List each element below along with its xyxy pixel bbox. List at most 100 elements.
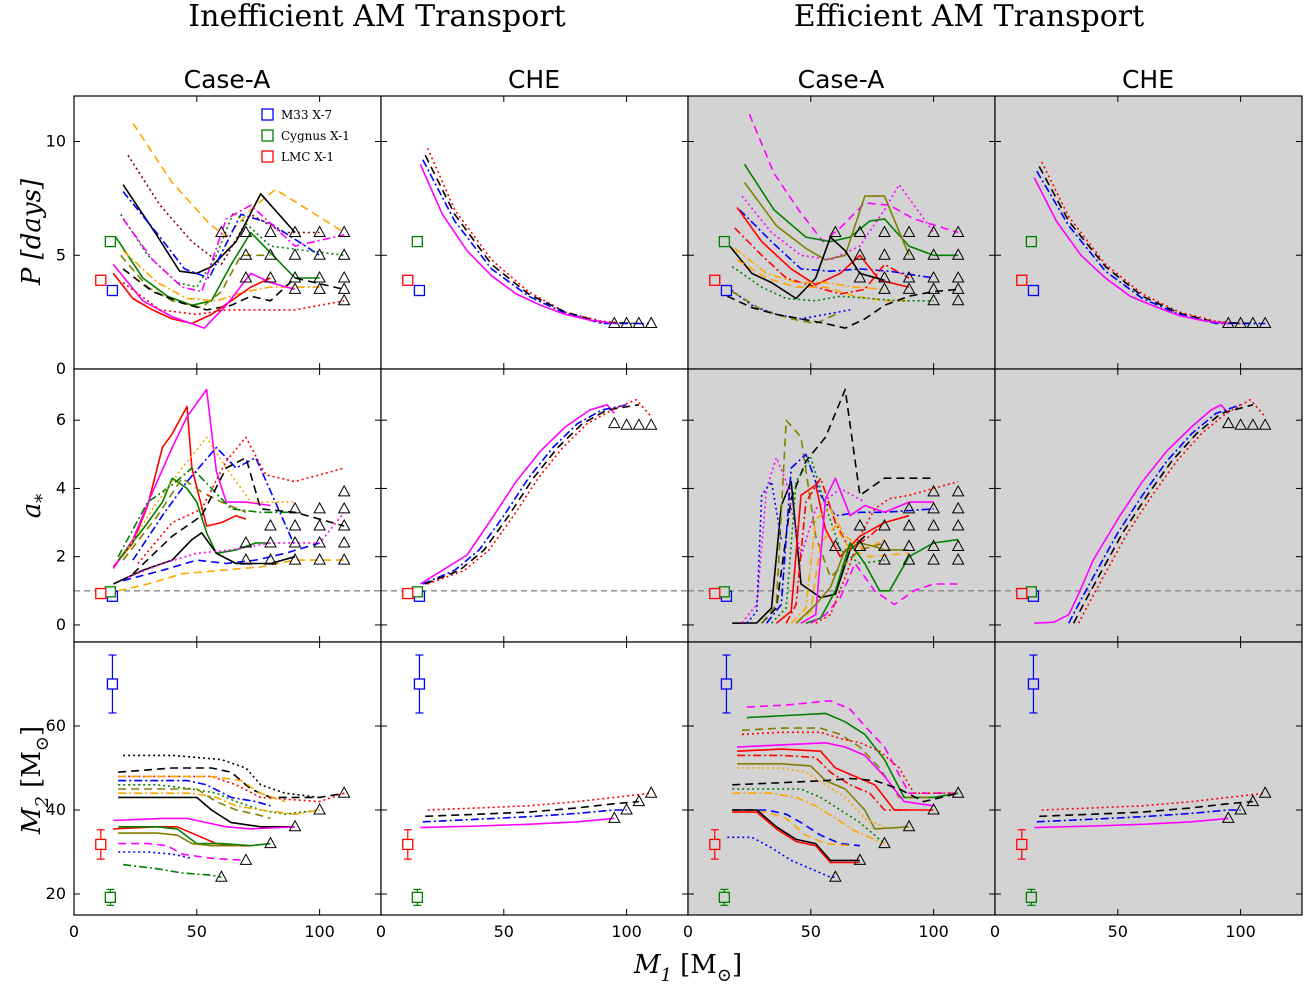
panel-spin-inefficient-che: [380, 368, 689, 643]
sun-symbol: ⊙: [32, 736, 53, 751]
y-tick-label-period-0: 0: [56, 359, 66, 378]
panel-spin-inefficient-case-a-endpoint-marker-17: [337, 553, 351, 565]
panel-period-inefficient-case-a-background: [74, 96, 381, 369]
panel-spin-efficient-che-series-3: [1077, 398, 1266, 624]
panel-spin-efficient-case-a-series-12: [805, 538, 959, 624]
panel-companion-mass-inefficient-che-series-group: [402, 654, 658, 906]
panel-companion-mass-efficient-che-obs-marker-M33 X-7: [1027, 678, 1040, 690]
panel-companion-mass-efficient-case-a-series-9: [732, 777, 959, 803]
y-label-spin-sub: *: [32, 494, 53, 503]
y-label-m2-unit: [M: [17, 751, 47, 796]
panel-spin-inefficient-case-a-endpoint-marker-9: [264, 535, 277, 548]
panel-period-inefficient-case-a-obs-marker-LMC X-1: [95, 274, 107, 286]
panel-companion-mass-efficient-che-endpoint-marker-3: [1258, 786, 1272, 798]
panel-companion-mass-efficient-case-a-series-12: [732, 809, 860, 847]
panel-companion-mass-inefficient-case-a-obs-marker-Cygnus X-1: [104, 891, 116, 904]
panel-companion-mass-efficient-case-a-endpoint-marker-1: [927, 802, 940, 815]
x-tick-label-inefficient-che-100: 100: [611, 922, 642, 941]
panel-period-efficient-case-a-series-13: [726, 288, 959, 329]
panel-spin-efficient-case-a: [687, 368, 996, 643]
panel-companion-mass-inefficient-case-a-series-13: [118, 842, 246, 862]
panel-period-efficient-case-a-endpoint-marker-8: [902, 248, 916, 260]
panel-spin-efficient-case-a-endpoint-marker-9: [951, 518, 965, 531]
panel-period-inefficient-case-a-endpoint-marker-7: [264, 248, 277, 260]
panel-period-inefficient-case-a-endpoint-marker-18: [337, 282, 351, 294]
panel-spin-inefficient-che-endpoint-marker-3: [644, 418, 658, 430]
panel-spin-efficient-che-endpoint-marker-1: [1234, 418, 1247, 430]
panel-period-inefficient-case-a-endpoint-marker-13: [288, 270, 302, 283]
x-tick-label-inefficient-case-a-100: 100: [304, 922, 335, 941]
panel-companion-mass-efficient-case-a-obs-marker-LMC X-1: [709, 838, 721, 851]
panel-companion-mass-inefficient-case-a-series-5: [118, 783, 320, 816]
panel-period-efficient-case-a-endpoint-marker-0: [829, 225, 842, 237]
panel-period-inefficient-case-a-obs-marker-M33 X-7: [106, 284, 119, 297]
y-label-m2-main: M: [17, 806, 47, 835]
panel-spin-efficient-case-a-series-4: [765, 453, 934, 624]
panel-spin-efficient-che-endpoint-marker-2: [1246, 418, 1260, 430]
panel-spin-inefficient-case-a-endpoint-marker-14: [264, 553, 277, 565]
panel-spin-inefficient-case-a-endpoint-marker-4: [264, 518, 277, 531]
panel-companion-mass-inefficient-case-a-endpoint-marker-1: [313, 802, 326, 815]
panel-spin-efficient-case-a-endpoint-marker-3: [878, 518, 891, 531]
panel-companion-mass-efficient-che-endpoint-marker-2: [1246, 794, 1260, 807]
panel-spin-inefficient-case-a-series-6: [132, 446, 296, 561]
panel-spin-inefficient-case-a-endpoint-marker-11: [313, 535, 326, 548]
y-tick-label-spin-6: 6: [56, 410, 66, 429]
panel-companion-mass-inefficient-case-a-endpoint-marker-0: [337, 786, 351, 798]
panel-companion-mass-inefficient-che-series-0: [427, 792, 652, 811]
panel-spin-inefficient-che-series-1: [422, 404, 627, 585]
panel-period-efficient-case-a-endpoint-marker-3: [902, 225, 916, 237]
panel-period-efficient-case-a-endpoint-marker-20: [927, 293, 940, 306]
panel-period-efficient-case-a-series-6: [734, 227, 910, 295]
panel-companion-mass-inefficient-case-a-series-1: [118, 767, 345, 799]
panel-spin-inefficient-case-a-endpoint-marker-15: [288, 553, 302, 565]
panel-spin-efficient-case-a-series-14: [815, 480, 959, 624]
panel-companion-mass-efficient-che-endpoint-marker-0: [1221, 811, 1235, 823]
panel-period-efficient-che-endpoint-marker-2: [1246, 316, 1260, 328]
panel-period-inefficient-case-a-series-9: [122, 250, 320, 302]
panel-companion-mass-inefficient-case-a-series-12: [118, 832, 241, 847]
panel-period-inefficient-case-a-series-2: [122, 184, 296, 275]
y-label-m2-sub: 2: [32, 796, 53, 808]
panel-spin-inefficient-case-a-obs-marker-LMC X-1: [95, 587, 107, 600]
x-tick-label-efficient-che-0: 0: [990, 922, 1000, 941]
panel-spin-inefficient-che-obs-marker-LMC X-1: [402, 587, 414, 600]
panel-companion-mass-efficient-che-series-0: [1041, 792, 1266, 811]
panel-companion-mass-inefficient-che-series-1: [425, 800, 639, 818]
panel-spin-inefficient-che-endpoint-marker-2: [632, 418, 646, 430]
x-tick-label-inefficient-che-50: 50: [494, 922, 514, 941]
panel-companion-mass-inefficient-case-a-series-group: [95, 654, 351, 906]
panel-spin-efficient-case-a-series-7: [785, 477, 886, 624]
panel-period-efficient-che-obs-marker-LMC X-1: [1016, 274, 1028, 286]
panel-spin-efficient-case-a-endpoint-marker-16: [878, 553, 891, 565]
panel-spin-efficient-che-series-group: [1016, 398, 1272, 624]
panel-period-inefficient-case-a-series-6: [115, 231, 320, 307]
panel-companion-mass-efficient-case-a-series-3: [741, 731, 959, 795]
panel-period-inefficient-case-a-endpoint-marker-3: [288, 225, 302, 237]
panel-spin-inefficient-case-a: 0 2 4 6: [56, 368, 382, 643]
panel-period-efficient-case-a-endpoint-marker-21: [951, 293, 965, 306]
panel-spin-inefficient-case-a-series-4: [122, 436, 295, 558]
panel-period-inefficient-case-a-series-12: [122, 281, 345, 316]
panel-companion-mass-efficient-che-series-group: [1016, 654, 1272, 906]
panel-companion-mass-efficient-case-a-obs-marker-Cygnus X-1: [718, 891, 730, 904]
panel-period-inefficient-che-endpoint-marker-3: [644, 316, 658, 328]
panel-period-efficient-case-a-endpoint-marker-5: [951, 225, 965, 237]
panel-period-efficient-che-series-0: [1040, 161, 1241, 325]
panel-period-efficient-case-a-endpoint-marker-1: [853, 225, 867, 237]
panel-spin-efficient-case-a-endpoint-marker-12: [878, 539, 891, 551]
panel-spin-efficient-case-a-series-2: [741, 456, 866, 624]
y-label-m2-unit-end: ]: [17, 726, 47, 736]
x-tick-label-inefficient-che-0: 0: [376, 922, 386, 941]
panel-period-inefficient-case-a-endpoint-marker-9: [313, 248, 326, 260]
panel-companion-mass-inefficient-case-a-series-3: [118, 775, 286, 803]
panel-companion-mass-efficient-che-series-3: [1034, 817, 1229, 829]
panel-spin-inefficient-che-endpoint-marker-1: [620, 418, 633, 430]
panel-period-efficient-che-obs-marker-M33 X-7: [1027, 284, 1040, 297]
panel-period-inefficient-case-a-series-1: [127, 154, 320, 266]
panel-companion-mass-efficient-case-a-series-6: [737, 754, 909, 811]
panel-spin-efficient-case-a-endpoint-marker-14: [927, 539, 940, 551]
panel-spin-efficient-che-series-1: [1067, 404, 1241, 624]
y-tick-label-spin-4: 4: [56, 478, 66, 497]
